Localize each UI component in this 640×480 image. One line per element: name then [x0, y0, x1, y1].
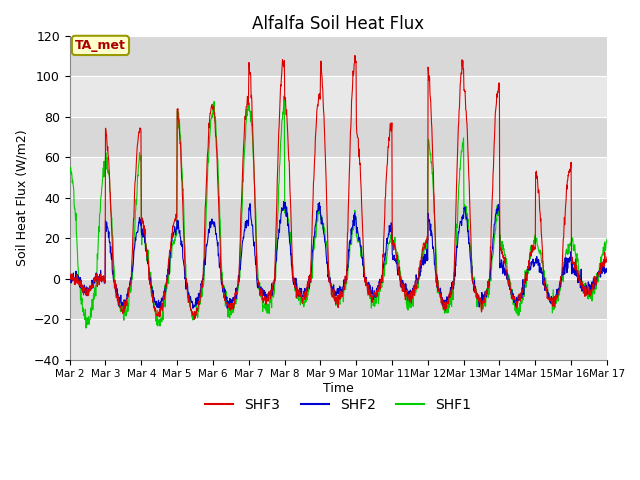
- SHF1: [351, 53, 359, 59]
- SHF2: [493, 206, 500, 212]
- SHF2: [540, 282, 548, 288]
- Title: Alfalfa Soil Heat Flux: Alfalfa Soil Heat Flux: [252, 15, 424, 33]
- SHF1: [246, 70, 253, 76]
- SHF3: [246, 108, 253, 114]
- SHF3: [493, 216, 500, 222]
- SHF1: [422, 237, 430, 243]
- SHF2: [186, 292, 193, 298]
- Line: SHF2: SHF2: [70, 202, 607, 309]
- SHF3: [173, 233, 180, 239]
- SHF1: [493, 100, 500, 106]
- SHF1: [66, 274, 74, 280]
- Text: TA_met: TA_met: [75, 39, 126, 52]
- Legend: SHF3, SHF2, SHF1: SHF3, SHF2, SHF1: [200, 392, 477, 418]
- SHF3: [540, 269, 548, 275]
- Y-axis label: Soil Heat Flux (W/m2): Soil Heat Flux (W/m2): [15, 130, 28, 266]
- SHF2: [172, 227, 180, 233]
- SHF1: [603, 254, 611, 260]
- SHF1: [172, 211, 180, 217]
- SHF1: [186, 297, 193, 303]
- SHF2: [422, 256, 430, 262]
- Bar: [70, 117, 607, 157]
- SHF3: [186, 292, 193, 298]
- Bar: [70, 157, 607, 198]
- SHF1: [540, 280, 548, 286]
- SHF2: [603, 269, 611, 275]
- SHF3: [422, 242, 430, 248]
- X-axis label: Time: Time: [323, 382, 354, 395]
- SHF3: [603, 236, 611, 242]
- Line: SHF3: SHF3: [70, 96, 607, 328]
- SHF2: [66, 275, 74, 281]
- Bar: [70, 319, 607, 360]
- SHF2: [246, 207, 253, 213]
- Bar: [70, 76, 607, 117]
- SHF2: [227, 306, 234, 312]
- SHF2: [280, 199, 287, 204]
- Bar: [70, 238, 607, 279]
- SHF1: [191, 316, 198, 322]
- SHF3: [66, 164, 74, 169]
- Line: SHF1: SHF1: [70, 56, 607, 319]
- Bar: [70, 36, 607, 76]
- Bar: [70, 279, 607, 319]
- SHF3: [280, 93, 288, 99]
- SHF3: [83, 325, 90, 331]
- Bar: [70, 198, 607, 238]
